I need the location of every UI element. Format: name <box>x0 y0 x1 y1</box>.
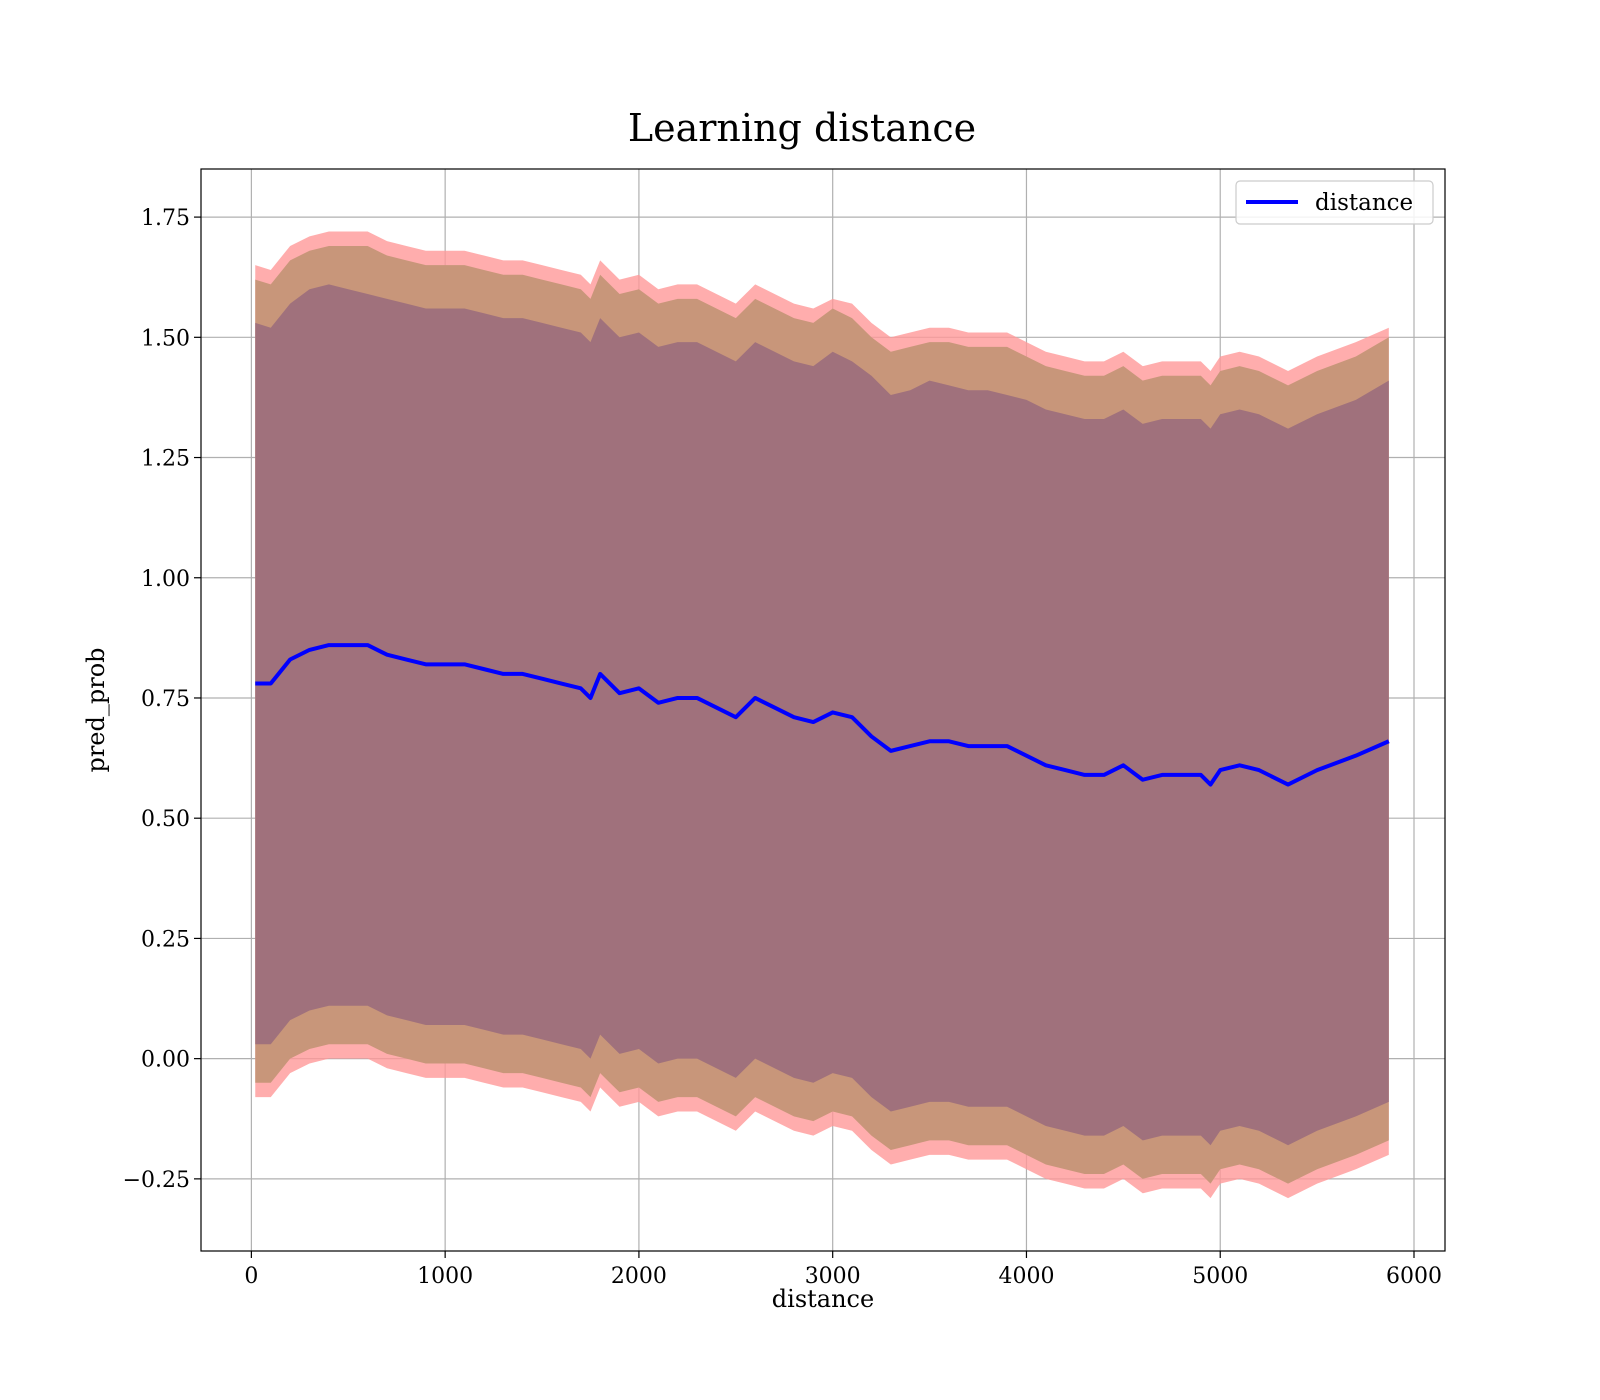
x-tick-label-1: 1000 <box>417 1264 473 1289</box>
x-tick-label-0: 0 <box>244 1264 258 1289</box>
x-tick-label-5: 5000 <box>1192 1264 1248 1289</box>
x-axis-ticks: 0 1000 2000 3000 4000 5000 6000 <box>244 1251 1442 1289</box>
legend: distance <box>1235 180 1434 225</box>
y-axis-label: pred_prob <box>82 647 110 772</box>
x-tick-label-2: 2000 <box>611 1264 667 1289</box>
y-tick-label-7: 1.50 <box>141 326 190 351</box>
plot-frame <box>200 168 1446 1252</box>
y-tick-label-8: 1.75 <box>141 206 190 231</box>
y-tick-label-5: 1.00 <box>141 567 190 592</box>
y-tick-label-3: 0.50 <box>141 807 190 832</box>
x-axis-label: distance <box>772 1285 874 1313</box>
y-tick-label-1: 0.00 <box>141 1048 190 1073</box>
legend-label-distance: distance <box>1315 190 1413 216</box>
x-tick-label-3: 3000 <box>805 1264 861 1289</box>
y-tick-label-4: 0.75 <box>141 687 190 712</box>
x-tick-label-6: 6000 <box>1386 1264 1442 1289</box>
series-lines <box>255 643 1390 787</box>
x-tick-label-4: 4000 <box>998 1264 1054 1289</box>
y-tick-label-2: 0.25 <box>141 927 190 952</box>
y-tick-label-0: −0.25 <box>123 1168 190 1193</box>
y-tick-label-6: 1.25 <box>141 447 190 472</box>
legend-box <box>1235 180 1434 225</box>
series-line-distance <box>255 643 1390 787</box>
y-axis-ticks: −0.25 0.00 0.25 0.50 0.75 1.00 1.25 1.50 1.75 <box>123 206 201 1193</box>
band-inner <box>255 284 1389 1146</box>
chart-title: Learning distance <box>628 106 976 150</box>
confidence-bands <box>255 231 1389 1199</box>
